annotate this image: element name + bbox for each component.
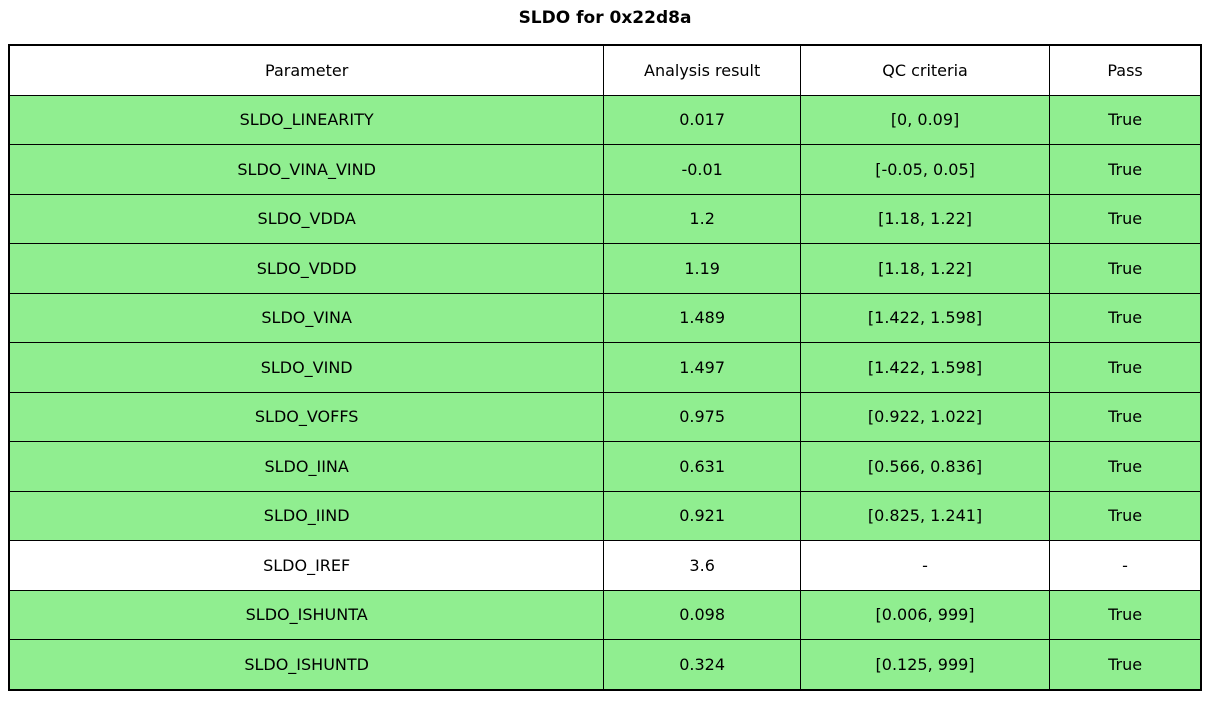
- cell-result: 0.017: [603, 94, 801, 145]
- cell-criteria: [0.922, 1.022]: [799, 391, 1051, 442]
- cell-parameter: SLDO_VIND: [8, 342, 605, 393]
- cell-pass: -: [1049, 540, 1202, 591]
- cell-result: 0.098: [603, 589, 801, 640]
- cell-pass: True: [1049, 441, 1202, 492]
- cell-result: -0.01: [603, 144, 801, 195]
- cell-result: 1.2: [603, 193, 801, 244]
- cell-criteria: [1.18, 1.22]: [799, 193, 1051, 244]
- cell-result: 0.975: [603, 391, 801, 442]
- cell-parameter: SLDO_IIND: [8, 490, 605, 541]
- cell-parameter: SLDO_LINEARITY: [8, 94, 605, 145]
- table-row: SLDO_ISHUNTD 0.324 [0.125, 999] True: [8, 639, 1202, 690]
- cell-pass: True: [1049, 490, 1202, 541]
- table-header-row: Parameter Analysis result QC criteria Pa…: [8, 44, 1202, 96]
- col-header-analysis-result: Analysis result: [603, 44, 801, 96]
- cell-parameter: SLDO_VINA_VIND: [8, 144, 605, 195]
- table-row: SLDO_LINEARITY 0.017 [0, 0.09] True: [8, 94, 1202, 145]
- qc-results-table: Parameter Analysis result QC criteria Pa…: [8, 44, 1202, 691]
- cell-criteria: [1.18, 1.22]: [799, 243, 1051, 294]
- cell-criteria: [1.422, 1.598]: [799, 292, 1051, 343]
- cell-pass: True: [1049, 292, 1202, 343]
- col-header-pass: Pass: [1049, 44, 1202, 96]
- cell-pass: True: [1049, 193, 1202, 244]
- cell-parameter: SLDO_VDDA: [8, 193, 605, 244]
- cell-pass: True: [1049, 243, 1202, 294]
- cell-pass: True: [1049, 391, 1202, 442]
- cell-pass: True: [1049, 639, 1202, 690]
- table-row: SLDO_VIND 1.497 [1.422, 1.598] True: [8, 342, 1202, 393]
- cell-parameter: SLDO_VDDD: [8, 243, 605, 294]
- cell-result: 1.19: [603, 243, 801, 294]
- table-row: SLDO_VINA 1.489 [1.422, 1.598] True: [8, 292, 1202, 343]
- cell-result: 0.921: [603, 490, 801, 541]
- cell-parameter: SLDO_ISHUNTA: [8, 589, 605, 640]
- table-row: SLDO_ISHUNTA 0.098 [0.006, 999] True: [8, 589, 1202, 640]
- cell-result: 0.324: [603, 639, 801, 690]
- cell-criteria: [1.422, 1.598]: [799, 342, 1051, 393]
- cell-pass: True: [1049, 342, 1202, 393]
- cell-parameter: SLDO_VINA: [8, 292, 605, 343]
- cell-parameter: SLDO_IINA: [8, 441, 605, 492]
- col-header-parameter: Parameter: [8, 44, 605, 96]
- page-title: SLDO for 0x22d8a: [518, 8, 692, 28]
- cell-criteria: [0.006, 999]: [799, 589, 1051, 640]
- cell-criteria: [0.825, 1.241]: [799, 490, 1051, 541]
- cell-parameter: SLDO_ISHUNTD: [8, 639, 605, 690]
- table-row: SLDO_VDDD 1.19 [1.18, 1.22] True: [8, 243, 1202, 294]
- cell-result: 1.497: [603, 342, 801, 393]
- table-row: SLDO_VDDA 1.2 [1.18, 1.22] True: [8, 193, 1202, 244]
- table-row: SLDO_IINA 0.631 [0.566, 0.836] True: [8, 441, 1202, 492]
- table-row: SLDO_VOFFS 0.975 [0.922, 1.022] True: [8, 391, 1202, 442]
- cell-pass: True: [1049, 589, 1202, 640]
- cell-parameter: SLDO_VOFFS: [8, 391, 605, 442]
- table-row: SLDO_IREF 3.6- -: [8, 540, 1202, 591]
- cell-result: 0.631: [603, 441, 801, 492]
- cell-result: 1.489: [603, 292, 801, 343]
- cell-criteria: [0.125, 999]: [799, 639, 1051, 690]
- col-header-qc-criteria: QC criteria: [799, 44, 1051, 96]
- cell-criteria: [-0.05, 0.05]: [799, 144, 1051, 195]
- cell-criteria: -: [799, 540, 1051, 591]
- cell-result: 3.6: [603, 540, 801, 591]
- table-row: SLDO_IIND 0.921 [0.825, 1.241] True: [8, 490, 1202, 541]
- cell-parameter: SLDO_IREF: [8, 540, 605, 591]
- cell-pass: True: [1049, 144, 1202, 195]
- cell-criteria: [0, 0.09]: [799, 94, 1051, 145]
- cell-criteria: [0.566, 0.836]: [799, 441, 1051, 492]
- cell-pass: True: [1049, 94, 1202, 145]
- table-row: SLDO_VINA_VIND -0.01 [-0.05, 0.05] True: [8, 144, 1202, 195]
